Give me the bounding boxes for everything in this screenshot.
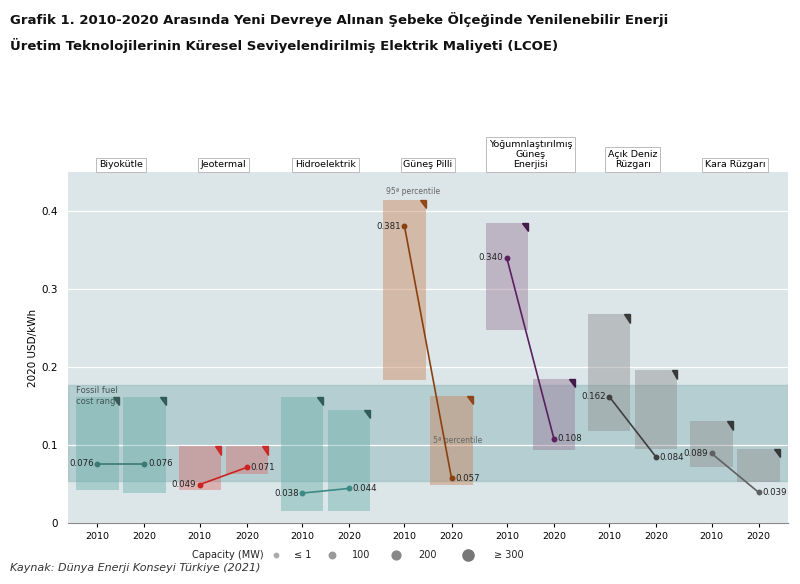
Text: 0.162: 0.162 <box>581 392 606 401</box>
Polygon shape <box>727 422 733 430</box>
Polygon shape <box>569 378 575 387</box>
Polygon shape <box>262 446 268 455</box>
Bar <box>178 446 221 490</box>
Text: Fossil fuel
cost range: Fossil fuel cost range <box>76 387 120 406</box>
Text: Üretim Teknolojilerinin Küresel Seviyelendirilmiş Elektrik Maliyeti (LCOE): Üretim Teknolojilerinin Küresel Seviyele… <box>10 38 558 53</box>
Text: Jeotermal: Jeotermal <box>201 161 246 169</box>
Text: 0.340: 0.340 <box>478 253 503 262</box>
Text: Güneş Pilli: Güneş Pilli <box>403 161 453 169</box>
Polygon shape <box>625 314 630 322</box>
Point <box>326 550 338 559</box>
Text: 0.071: 0.071 <box>250 463 275 472</box>
Bar <box>738 449 780 482</box>
Y-axis label: 2020 USD/kWh: 2020 USD/kWh <box>28 308 38 387</box>
Text: Grafik 1. 2010-2020 Arasında Yeni Devreye Alınan Şebeke Ölçeğinde Yenilenebilir : Grafik 1. 2010-2020 Arasında Yeni Devrey… <box>10 12 668 27</box>
Text: 0.044: 0.044 <box>353 484 378 493</box>
Point <box>91 459 104 468</box>
Text: Capacity (MW): Capacity (MW) <box>192 550 264 560</box>
Bar <box>383 200 426 380</box>
Polygon shape <box>522 223 528 231</box>
Point <box>705 449 718 458</box>
Text: Yoğumnlaştırılmış
Güneş
Enerjisi: Yoğumnlaştırılmış Güneş Enerjisi <box>489 140 572 169</box>
Polygon shape <box>113 397 118 405</box>
Polygon shape <box>365 410 370 418</box>
Polygon shape <box>420 200 426 208</box>
Point <box>650 453 662 462</box>
Point <box>445 474 458 483</box>
Polygon shape <box>160 397 166 405</box>
Text: Biyokütle: Biyokütle <box>99 161 143 169</box>
Point <box>138 459 151 468</box>
Text: 5ª percentile: 5ª percentile <box>433 436 482 445</box>
Text: 0.381: 0.381 <box>376 221 401 231</box>
Point <box>501 253 514 263</box>
Point <box>342 484 355 493</box>
Point <box>462 550 474 559</box>
Text: 0.057: 0.057 <box>455 474 480 483</box>
Bar <box>486 223 528 329</box>
Polygon shape <box>467 396 473 404</box>
Point <box>547 434 560 443</box>
Text: Açık Deniz
Rüzgarı: Açık Deniz Rüzgarı <box>608 150 658 169</box>
Bar <box>226 446 268 474</box>
Text: 0.049: 0.049 <box>172 480 196 489</box>
Text: 0.108: 0.108 <box>558 434 582 443</box>
Point <box>241 463 254 472</box>
Bar <box>68 385 788 481</box>
Text: 100: 100 <box>352 550 370 560</box>
Text: Kaynak: Dünya Enerji Konseyi Türkiye (2021): Kaynak: Dünya Enerji Konseyi Türkiye (20… <box>10 564 260 573</box>
Bar <box>76 397 118 490</box>
Text: Kara Rüzgarı: Kara Rüzgarı <box>705 161 766 169</box>
Polygon shape <box>318 397 323 405</box>
Point <box>296 488 309 498</box>
Text: Hidroelektrik: Hidroelektrik <box>295 161 356 169</box>
Point <box>270 550 282 559</box>
Text: 95ª percentile: 95ª percentile <box>386 187 440 196</box>
Polygon shape <box>774 449 780 457</box>
Bar <box>430 396 473 485</box>
Point <box>194 480 206 489</box>
Text: 0.089: 0.089 <box>683 449 708 458</box>
Text: 0.076: 0.076 <box>70 459 94 468</box>
Point <box>390 550 402 559</box>
Bar <box>690 422 733 467</box>
Point <box>602 392 615 401</box>
Bar <box>533 378 575 450</box>
Point <box>752 488 765 497</box>
Text: 0.039: 0.039 <box>762 488 786 497</box>
Text: ≤ 1: ≤ 1 <box>294 550 311 560</box>
Bar <box>328 410 370 511</box>
Polygon shape <box>671 370 678 378</box>
Bar <box>588 314 630 431</box>
Polygon shape <box>215 446 221 455</box>
Text: ≥ 300: ≥ 300 <box>494 550 523 560</box>
Bar <box>281 397 323 511</box>
Point <box>398 221 411 231</box>
Text: 0.076: 0.076 <box>148 459 173 468</box>
Text: 200: 200 <box>418 550 437 560</box>
Text: 0.038: 0.038 <box>274 489 298 498</box>
Bar <box>635 370 678 449</box>
Bar <box>123 397 166 493</box>
Text: 0.084: 0.084 <box>660 453 684 462</box>
